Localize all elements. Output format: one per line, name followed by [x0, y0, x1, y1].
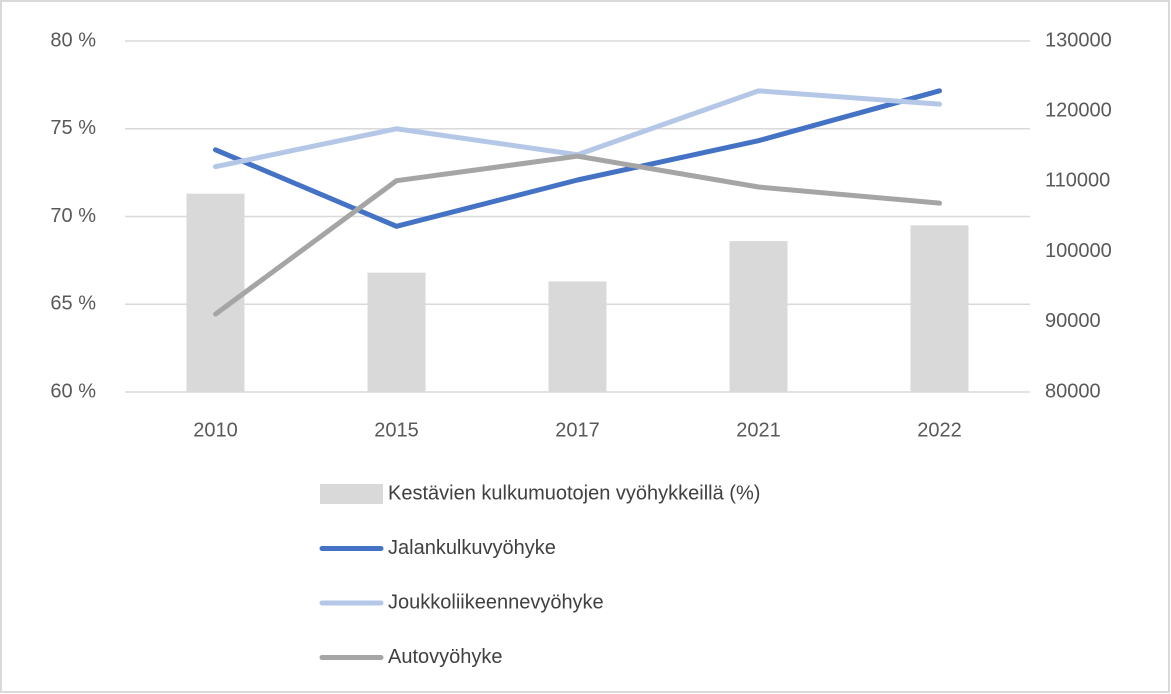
y2-tick-label: 120000	[1045, 99, 1112, 121]
x-tick-label: 2015	[374, 419, 419, 441]
y2-tick-label: 110000	[1045, 170, 1110, 192]
y-tick-label: 75 %	[50, 117, 96, 139]
y2-tick-label: 100000	[1045, 240, 1112, 262]
y2-tick-label: 130000	[1045, 29, 1112, 51]
bar	[910, 225, 969, 392]
y-tick-label: 65 %	[50, 293, 96, 315]
y-tick-label: 70 %	[50, 205, 96, 227]
y2-tick-label: 90000	[1045, 310, 1101, 332]
line-series	[213, 88, 942, 229]
bar	[729, 241, 788, 392]
legend-label: Joukkoliikeennevyöhyke	[388, 591, 604, 613]
legend-swatch	[320, 484, 383, 504]
legend: Kestävien kulkumuotojen vyöhykkeillä (%)…	[319, 482, 760, 668]
x-tick-label: 2010	[193, 419, 238, 441]
bar	[367, 272, 426, 392]
bar	[548, 281, 607, 392]
x-tick-label: 2022	[917, 419, 962, 441]
x-tick-label: 2021	[736, 419, 781, 441]
legend-label: Kestävien kulkumuotojen vyöhykkeillä (%)	[388, 482, 760, 504]
bar	[186, 193, 245, 392]
y-tick-label: 80 %	[50, 29, 96, 51]
y-tick-label: 60 %	[50, 380, 96, 402]
line-series	[213, 153, 942, 317]
x-tick-label: 2017	[555, 419, 600, 441]
legend-label: Jalankulkuvyöhyke	[388, 537, 556, 559]
legend-label: Autovyöhyke	[388, 646, 503, 668]
y2-tick-label: 80000	[1045, 380, 1101, 402]
